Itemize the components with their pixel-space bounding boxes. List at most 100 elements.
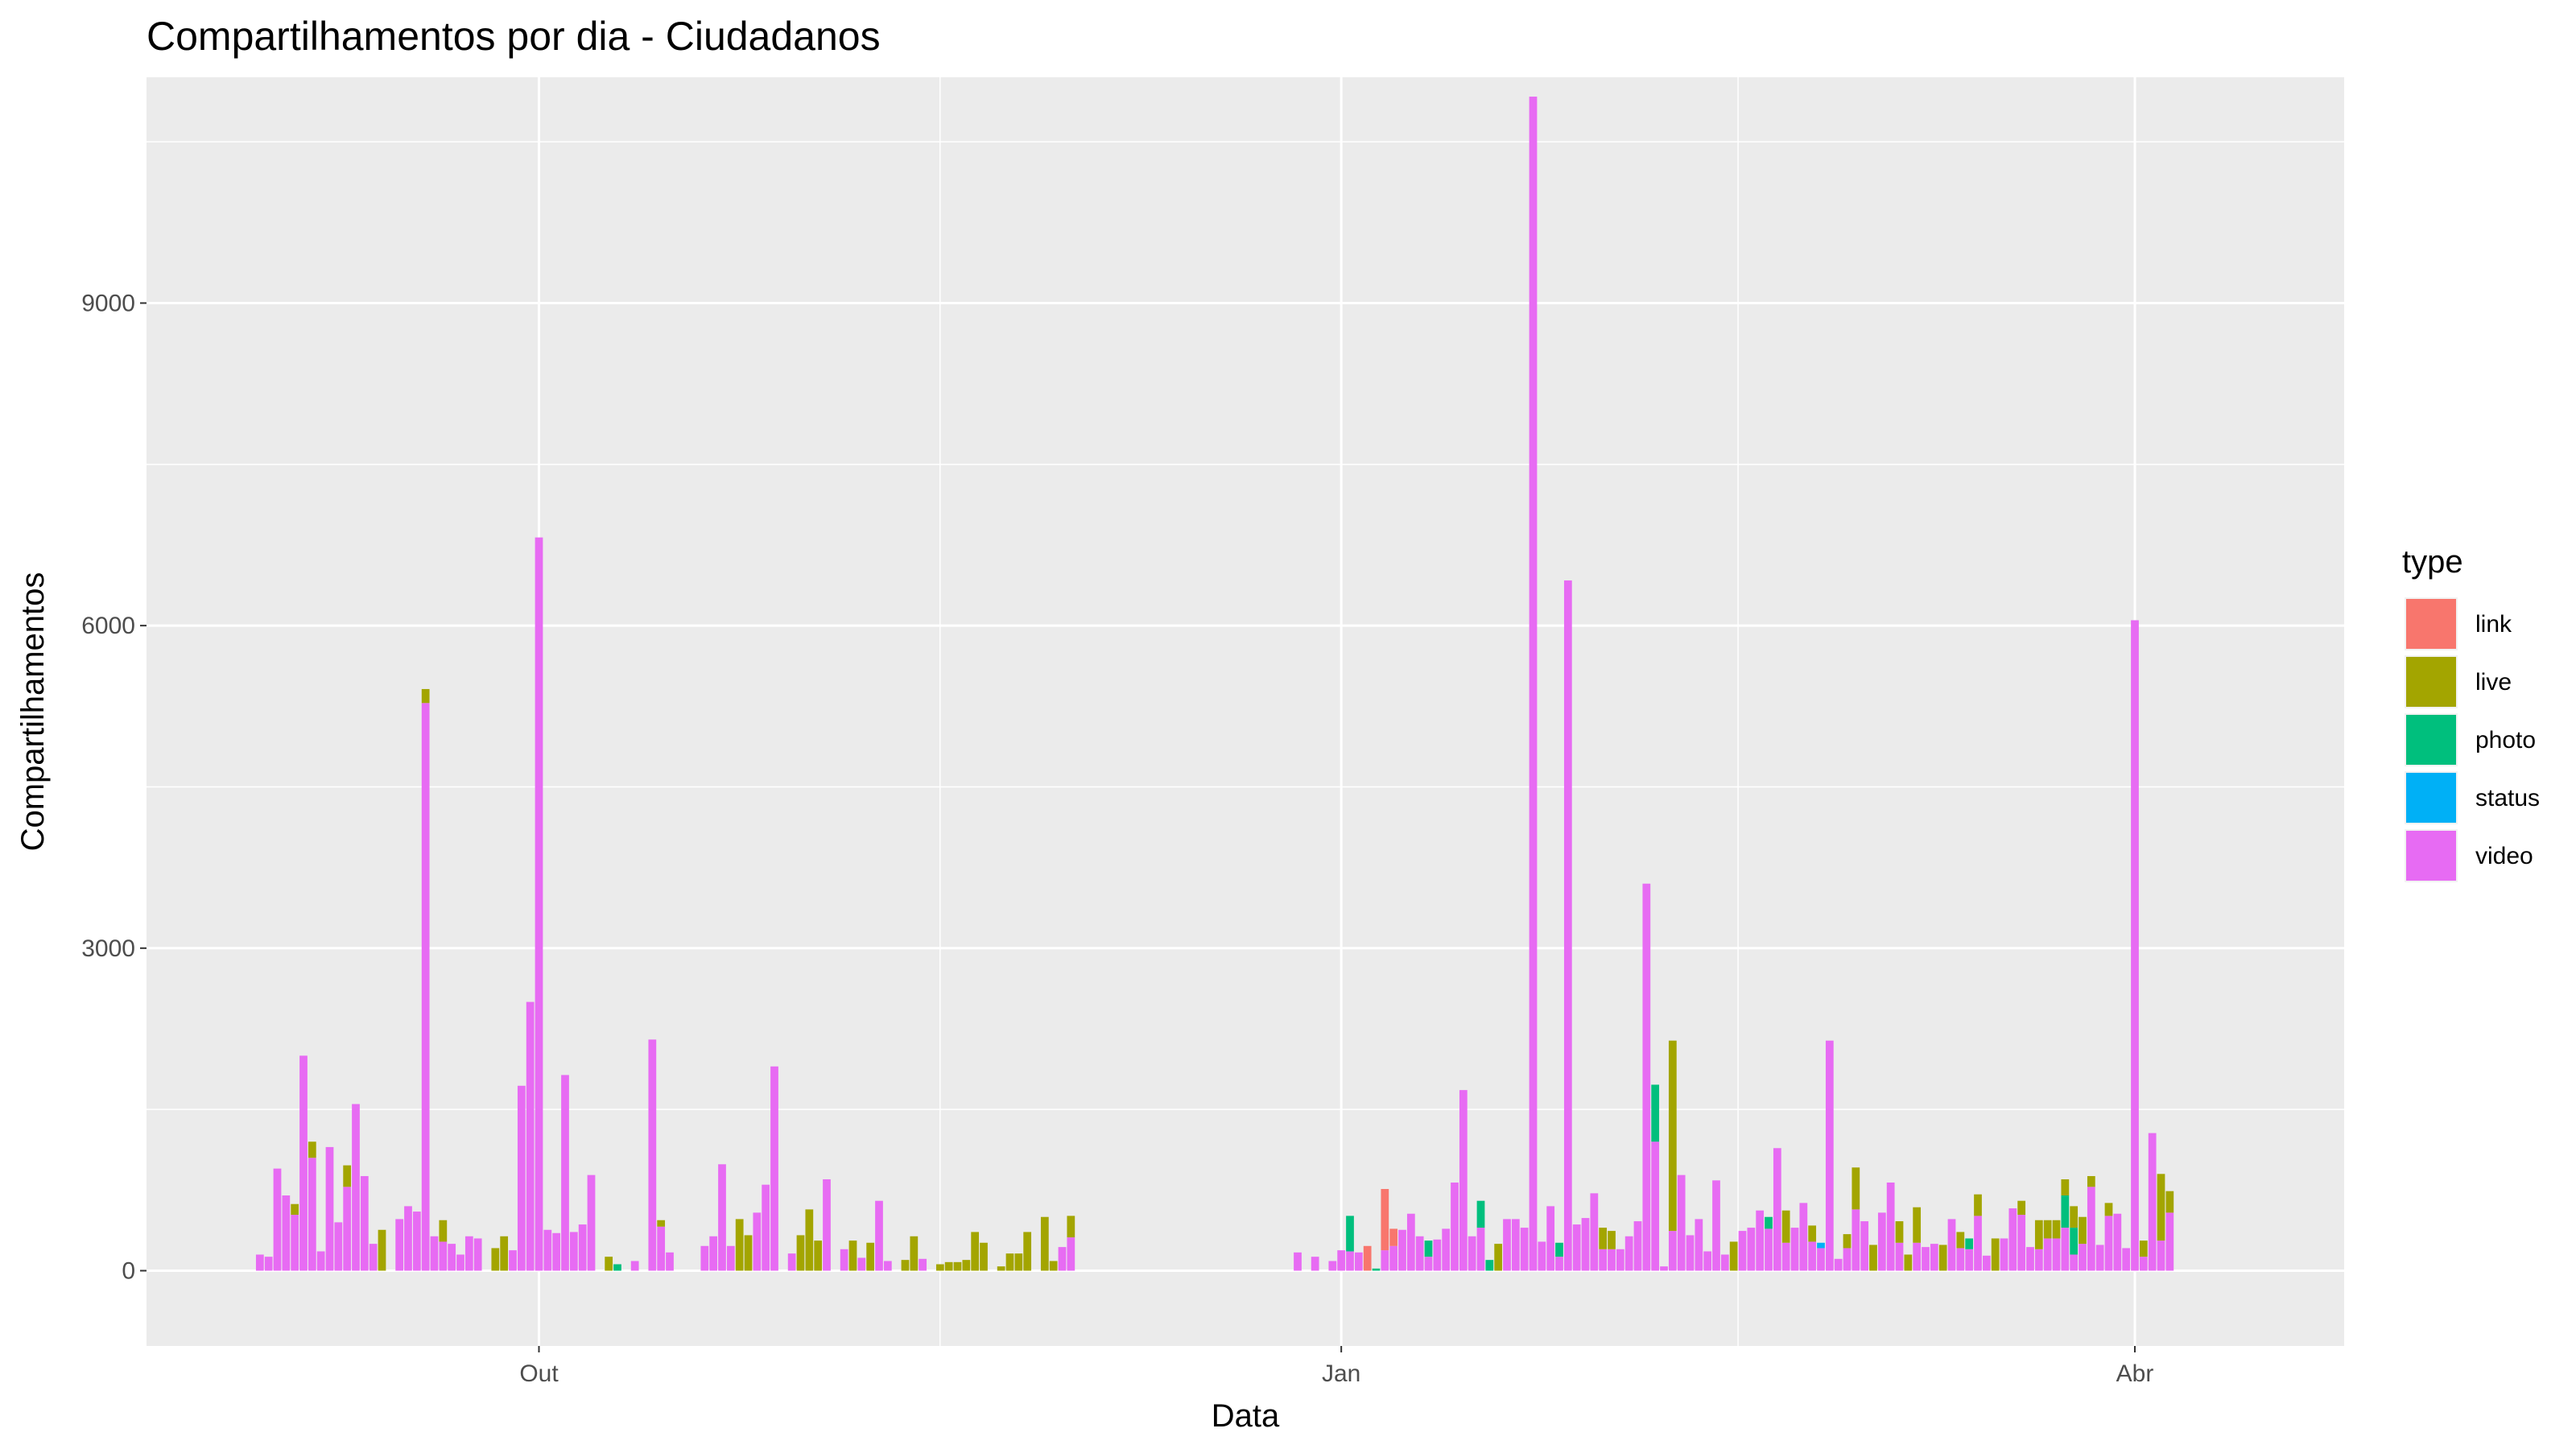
bar-segment-video: [1947, 1219, 1956, 1271]
bar-segment-video: [1511, 1219, 1520, 1271]
bar-segment-live: [657, 1220, 666, 1227]
bar-segment-video: [1825, 1040, 1834, 1271]
bar-segment-live: [735, 1219, 744, 1271]
chart-title: Compartilhamentos por dia - Ciudadanos: [147, 14, 881, 59]
bar-segment-live: [2052, 1220, 2061, 1239]
bar-segment-video: [308, 1158, 316, 1271]
bar-segment-video: [1563, 580, 1572, 1271]
bar-segment-video: [1608, 1249, 1616, 1271]
legend-label-live: live: [2475, 669, 2512, 696]
bar-segment-live: [2079, 1216, 2087, 1245]
bar-segment-video: [1424, 1257, 1433, 1271]
y-tick-label: 3000: [81, 935, 135, 962]
bar-segment-video: [1886, 1182, 1895, 1271]
bar-segment-video: [1747, 1228, 1756, 1271]
bar-segment-video: [2034, 1249, 2043, 1271]
bar-segment-video: [473, 1238, 482, 1271]
bar-segment-video: [1451, 1182, 1459, 1271]
bar-segment-live: [291, 1203, 299, 1216]
bar-segment-video: [1642, 883, 1651, 1271]
bar-segment-live: [953, 1261, 962, 1271]
bar-segment-video: [875, 1200, 883, 1271]
legend-title: type: [2402, 544, 2463, 580]
bar-segment-photo: [1485, 1260, 1494, 1271]
bar-segment-video: [1843, 1248, 1852, 1271]
bar-segment-video: [343, 1187, 352, 1271]
bar-segment-video: [1895, 1242, 1904, 1271]
bar-segment-link: [1363, 1245, 1372, 1271]
bar-segment-live: [935, 1264, 944, 1271]
bar-segment-video: [1834, 1258, 1843, 1271]
bar-segment-video: [1415, 1236, 1424, 1271]
y-tick-label: 9000: [81, 290, 135, 316]
bar-segment-live: [997, 1266, 1005, 1271]
bar-segment-video: [1546, 1206, 1555, 1271]
bar-segment-live: [378, 1229, 386, 1271]
bar-segment-video: [1572, 1224, 1581, 1271]
bar-segment-video: [840, 1249, 848, 1271]
bar-segment-video: [787, 1253, 796, 1271]
bar-segment-video: [648, 1039, 657, 1271]
bar-segment-video: [1808, 1241, 1817, 1271]
bar-segment-video: [1790, 1228, 1799, 1271]
x-axis: Out Jan Abr: [519, 1346, 2153, 1387]
bar-segment-live: [1904, 1254, 1913, 1271]
bar-segment-link: [1381, 1189, 1389, 1251]
bar-segment-photo: [1555, 1242, 1563, 1257]
bar-segment-live: [944, 1261, 953, 1271]
bar-segment-video: [2000, 1238, 2008, 1271]
bar-segment-live: [1843, 1234, 1852, 1249]
bar-segment-video: [1476, 1228, 1485, 1271]
legend-swatch-video: [2406, 831, 2456, 881]
bar-segment-live: [962, 1260, 971, 1271]
bar-segment-video: [255, 1254, 264, 1271]
bar-segment-video: [1677, 1174, 1686, 1271]
plot-panel: [147, 77, 2344, 1346]
bar-segment-live: [980, 1242, 988, 1271]
bar-segment-video: [2104, 1216, 2113, 1271]
bar-segment-video: [1956, 1248, 1965, 1271]
bar-segment-video: [2131, 620, 2139, 1271]
x-axis-title: Data: [1212, 1398, 1280, 1434]
bar-segment-video: [770, 1066, 778, 1271]
bar-segment-video: [1651, 1141, 1660, 1271]
bar-segment-video: [578, 1224, 587, 1271]
bar-segment-photo: [613, 1264, 621, 1271]
bar-segment-video: [535, 537, 543, 1271]
bar-segment-video: [1756, 1210, 1765, 1271]
bar-segment-video: [1354, 1252, 1363, 1271]
bar-segment-live: [491, 1248, 500, 1271]
bar-segment-video: [2017, 1215, 2026, 1271]
bar-segment-video: [919, 1258, 927, 1271]
bar-segment-video: [1058, 1247, 1067, 1271]
x-tick-label: Out: [519, 1360, 559, 1387]
legend-label-photo: photo: [2475, 727, 2536, 753]
bar-segment-live: [2070, 1206, 2079, 1228]
bar-segment-video: [1799, 1203, 1808, 1271]
bar-segment-live: [1808, 1225, 1817, 1242]
bar-segment-live: [1913, 1207, 1922, 1243]
bar-segment-video: [630, 1261, 639, 1271]
bar-segment-video: [404, 1206, 412, 1271]
bar-segment-live: [971, 1232, 980, 1271]
bar-segment-video: [1624, 1236, 1633, 1271]
bar-segment-video: [360, 1175, 369, 1271]
bar-segment-video: [334, 1222, 343, 1271]
bar-segment-video: [517, 1085, 526, 1271]
bar-segment-status: [1817, 1242, 1825, 1249]
bar-segment-live: [2017, 1200, 2026, 1216]
bar-segment-video: [264, 1257, 273, 1271]
bar-segment-video: [552, 1232, 561, 1271]
bar-segment-video: [1599, 1249, 1608, 1271]
bar-segment-video: [1738, 1231, 1747, 1271]
bar-segment-video: [2052, 1238, 2061, 1271]
bar-segment-photo: [1765, 1216, 1773, 1229]
bar-segment-photo: [1372, 1268, 1381, 1271]
bar-segment-video: [2087, 1187, 2095, 1271]
bar-segment-video: [1406, 1213, 1415, 1271]
bar-segment-video: [1328, 1261, 1337, 1271]
bar-segment-live: [1852, 1167, 1860, 1210]
bar-segment-live: [1049, 1261, 1058, 1271]
legend-swatch-link: [2406, 599, 2456, 649]
